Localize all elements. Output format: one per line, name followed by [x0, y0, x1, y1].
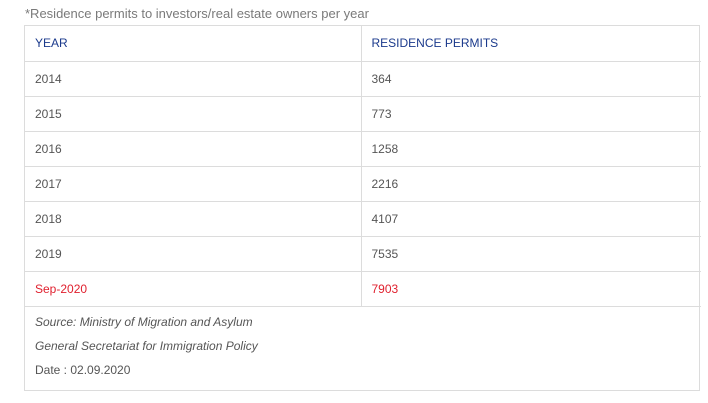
year-cell: 2016 [25, 131, 362, 167]
permits-cell: 7535 [361, 236, 701, 272]
date-line: Date : 02.09.2020 [35, 363, 131, 377]
residence-permits-table: YEAR RESIDENCE PERMITS 2014 364 2015 773… [24, 25, 701, 391]
table-row: 2016 1258 [25, 131, 701, 167]
permits-cell: 4107 [361, 201, 701, 237]
year-cell: 2017 [25, 166, 362, 202]
permits-cell: 2216 [361, 166, 701, 202]
table-row: 2015 773 [25, 96, 701, 132]
table-header-row: YEAR RESIDENCE PERMITS [25, 26, 701, 62]
column-header-year: YEAR [25, 26, 362, 62]
table-row-highlighted: Sep-2020 7903 [25, 271, 701, 307]
table-row: 2014 364 [25, 61, 701, 97]
table-row: 2018 4107 [25, 201, 701, 237]
source-line: Source: Ministry of Migration and Asylum [35, 315, 253, 329]
permits-cell: 1258 [361, 131, 701, 167]
permits-cell: 7903 [361, 271, 701, 307]
year-cell: 2015 [25, 96, 362, 132]
year-cell: 2019 [25, 236, 362, 272]
table-row: 2019 7535 [25, 236, 701, 272]
column-header-residence-permits: RESIDENCE PERMITS [361, 26, 701, 62]
permits-cell: 364 [361, 61, 701, 97]
year-cell: 2014 [25, 61, 362, 97]
source-note: Source: Ministry of Migration and Asylum… [25, 310, 699, 382]
table-row: 2017 2216 [25, 166, 701, 202]
table-caption: *Residence permits to investors/real est… [25, 6, 369, 21]
year-cell: Sep-2020 [25, 271, 362, 307]
source-subline: General Secretariat for Immigration Poli… [35, 339, 258, 353]
year-cell: 2018 [25, 201, 362, 237]
permits-cell: 773 [361, 96, 701, 132]
